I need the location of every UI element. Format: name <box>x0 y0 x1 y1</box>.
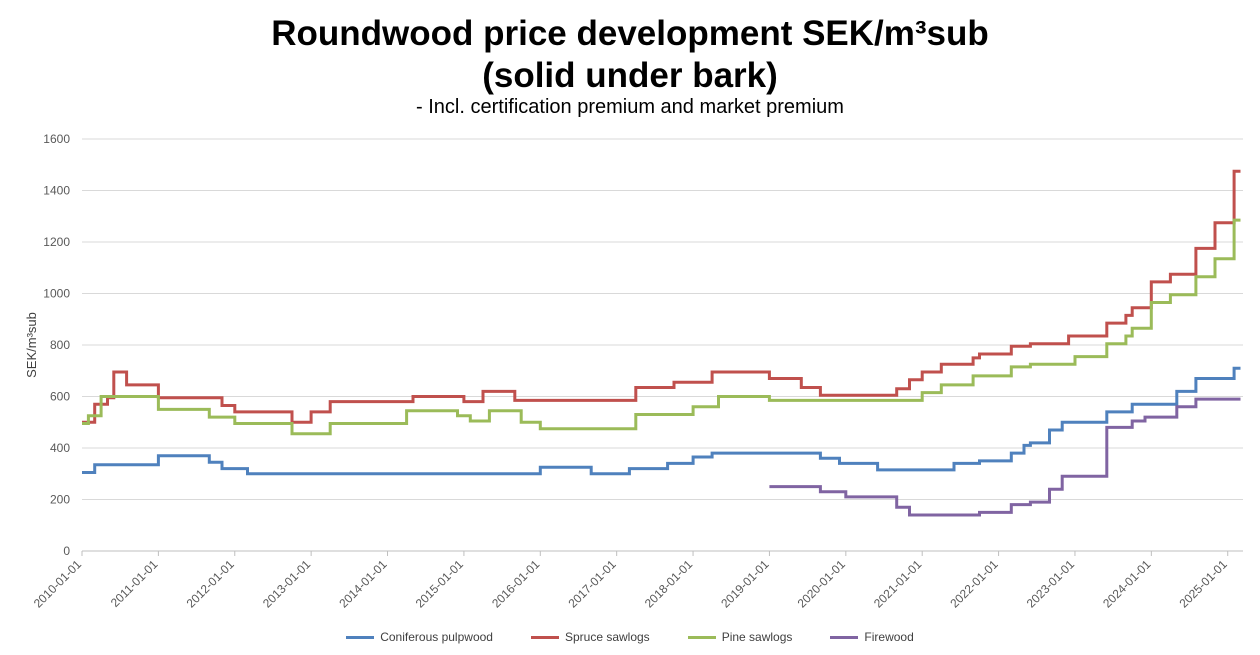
x-tick-label: 2011-01-01 <box>108 557 161 610</box>
y-axis-label: SEK/m³sub <box>24 312 39 378</box>
y-tick-label: 1600 <box>43 132 70 146</box>
x-tick-label: 2012-01-01 <box>184 557 238 611</box>
legend-label: Pine sawlogs <box>721 630 793 644</box>
x-tick-label: 2016-01-01 <box>489 557 543 611</box>
y-tick-label: 400 <box>50 441 70 455</box>
legend: Coniferous pulpwood Spruce sawlogs Pine sa… <box>0 630 1260 644</box>
legend-swatch <box>346 635 375 639</box>
x-tick-label: 2018-01-01 <box>642 557 696 611</box>
x-tick-label: 2014-01-01 <box>336 557 390 611</box>
chart-subtitle: - Incl. certification premium and market… <box>416 96 844 118</box>
series-lines <box>82 169 1241 517</box>
legend-item: Coniferous pulpwood <box>346 630 493 644</box>
x-tick-label: 2021-01-01 <box>871 557 925 611</box>
x-tick-label: 2023-01-01 <box>1024 557 1078 611</box>
legend-label: Coniferous pulpwood <box>380 630 493 644</box>
legend-item: Firewood <box>830 630 914 644</box>
series-line-coniferous-pulpwood <box>82 366 1241 476</box>
y-tick-label: 800 <box>50 338 70 352</box>
y-tick-label: 1000 <box>43 287 70 301</box>
legend-label: Spruce sawlogs <box>564 630 650 644</box>
x-tick-label: 2022-01-01 <box>947 557 1001 611</box>
y-tick-label: 1400 <box>43 184 70 198</box>
x-tick-label: 2015-01-01 <box>413 557 467 611</box>
y-tick-label: 1200 <box>43 235 70 249</box>
gridlines <box>82 138 1243 500</box>
tick-labels: 0 200 400 600 800 1000 1200 1400 1600 2010-01-01 2… <box>31 132 1230 611</box>
legend-item: Pine sawlogs <box>687 630 793 644</box>
series-line-spruce-sawlogs <box>82 169 1241 424</box>
legend-item: Spruce sawlogs <box>530 630 650 644</box>
x-tick-label: 2024-01-01 <box>1100 557 1154 611</box>
x-tick-label: 2020-01-01 <box>795 557 849 611</box>
legend-swatch <box>830 635 859 639</box>
x-tick-label: 2013-01-01 <box>260 557 314 611</box>
chart-title-line2: (solid under bark) <box>482 56 778 95</box>
legend-swatch <box>530 635 559 639</box>
x-tick-label: 2010-01-01 <box>31 557 85 611</box>
y-tick-label: 0 <box>63 544 70 558</box>
series-line-pine-sawlogs <box>82 218 1241 436</box>
chart-title: Roundwood price development SEK/m³sub <box>271 14 989 53</box>
series-line-firewood <box>769 397 1241 517</box>
x-tick-label: 2019-01-01 <box>718 557 772 611</box>
legend-label: Firewood <box>864 630 914 644</box>
y-tick-label: 200 <box>50 493 70 507</box>
x-tick-label: 2017-01-01 <box>565 557 619 611</box>
y-tick-label: 600 <box>50 390 70 404</box>
legend-swatch <box>687 635 716 639</box>
axes <box>81 550 1243 556</box>
x-tick-label: 2025-01-01 <box>1177 557 1231 611</box>
